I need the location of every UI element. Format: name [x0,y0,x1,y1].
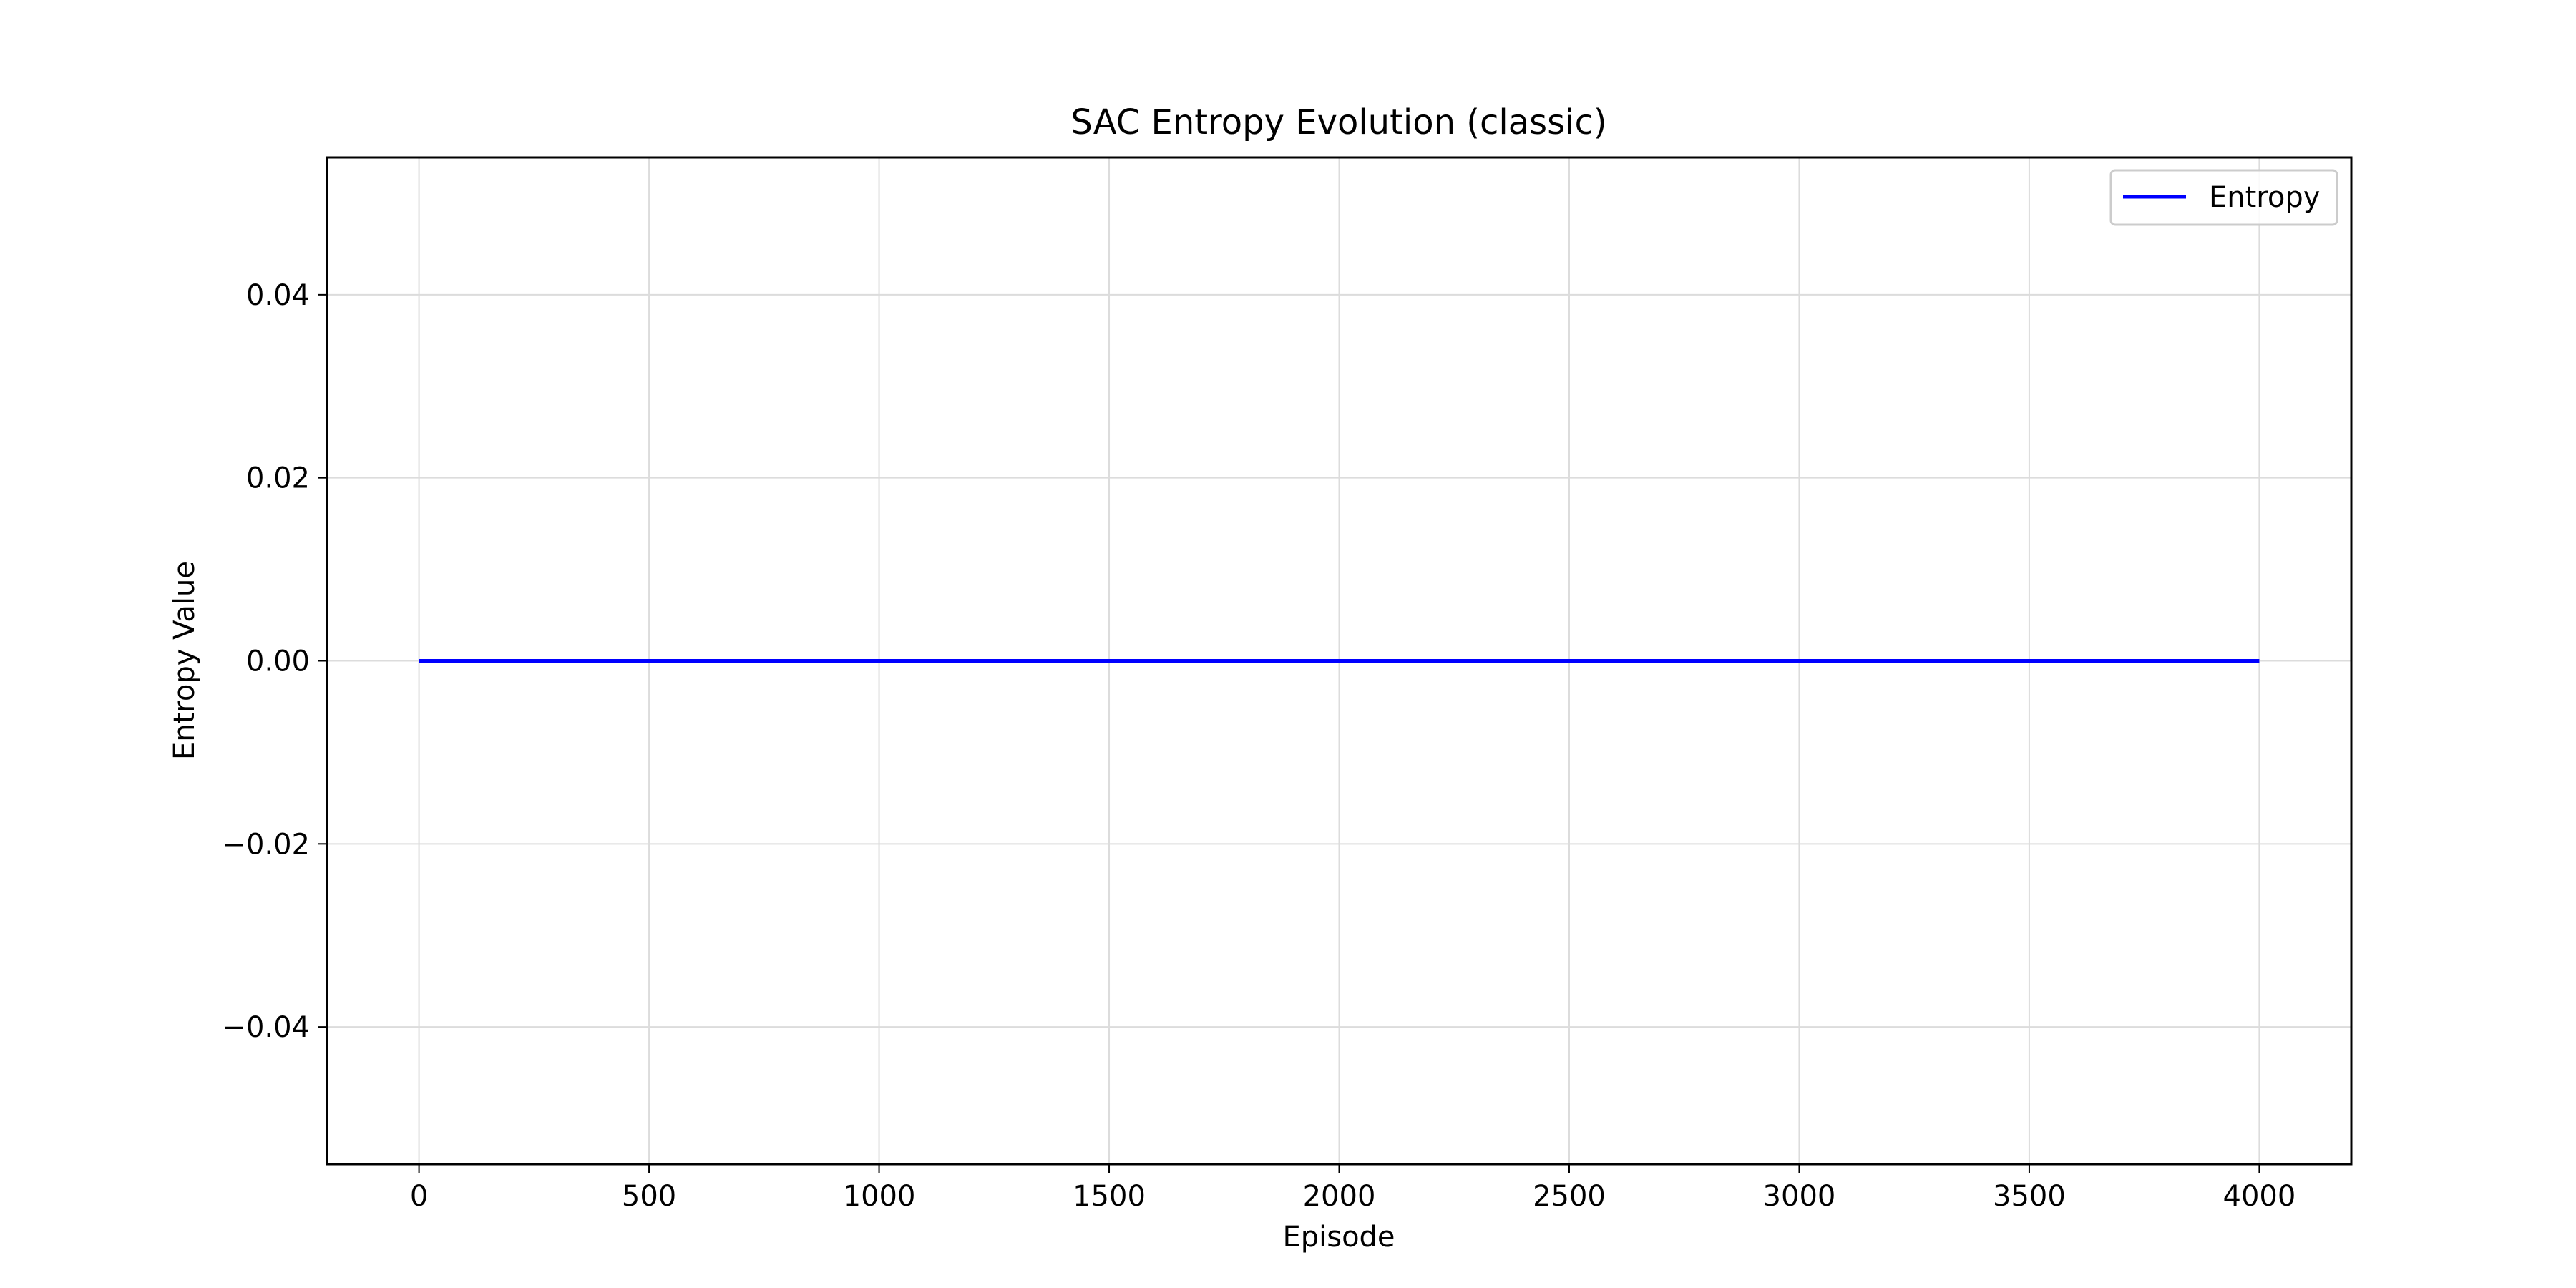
x-tick-label: 1500 [1073,1180,1146,1213]
x-axis-label: Episode [1282,1221,1395,1254]
y-tick-label: −0.02 [222,828,310,861]
x-tick-label: 1000 [843,1180,916,1213]
x-axis: 0 500 1000 1500 2000 2500 3000 3500 4000 [410,1164,2296,1213]
x-tick-label: 2000 [1303,1180,1376,1213]
y-axis: 0.04 0.02 0.00 −0.02 −0.04 [222,279,327,1044]
x-tick-label: 3500 [1993,1180,2066,1213]
legend: Entropy [2109,169,2338,226]
y-axis-label: Entropy Value [168,561,201,760]
x-tick-label: 0 [410,1180,428,1213]
legend-label-entropy: Entropy [2209,181,2320,214]
x-tick-label: 500 [622,1180,676,1213]
y-tick-label: −0.04 [222,1011,310,1044]
y-tick-label: 0.00 [246,645,310,678]
y-tick-label: 0.02 [246,462,310,495]
x-tick-label: 4000 [2223,1180,2296,1213]
legend-box [2109,169,2338,226]
x-tick-label: 3000 [1763,1180,1836,1213]
x-tick-label: 2500 [1533,1180,1606,1213]
y-tick-label: 0.04 [246,279,310,312]
chart-title: SAC Entropy Evolution (classic) [1070,102,1606,142]
